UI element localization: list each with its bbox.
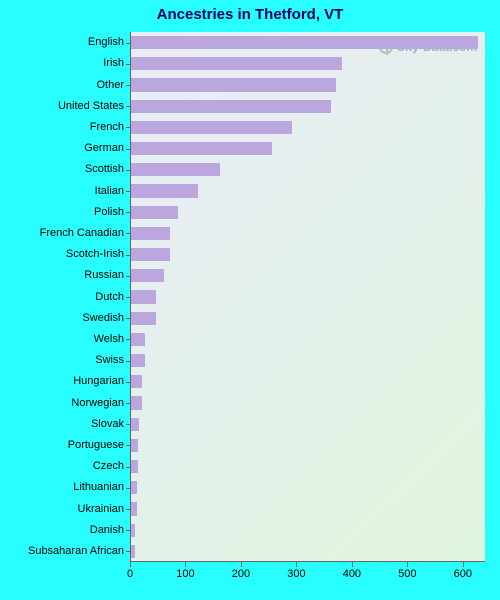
- bar: [131, 524, 135, 537]
- bar: [131, 100, 331, 113]
- y-axis-label: Dutch: [0, 291, 124, 303]
- y-tick: [126, 530, 130, 531]
- y-tick: [126, 127, 130, 128]
- bar: [131, 78, 336, 91]
- x-tick: [296, 562, 297, 567]
- y-axis-label: Portuguese: [0, 439, 124, 451]
- y-axis-label: French: [0, 121, 124, 133]
- x-axis-label: 100: [176, 568, 194, 580]
- bar: [131, 290, 156, 303]
- y-tick: [126, 339, 130, 340]
- x-axis-label: 500: [398, 568, 416, 580]
- y-tick: [126, 64, 130, 65]
- y-axis-label: Other: [0, 79, 124, 91]
- y-tick: [126, 318, 130, 319]
- bar: [131, 121, 292, 134]
- bar: [131, 545, 135, 558]
- x-tick: [241, 562, 242, 567]
- y-axis-label: Irish: [0, 57, 124, 69]
- y-tick: [126, 255, 130, 256]
- y-axis-label: Hungarian: [0, 375, 124, 387]
- y-tick: [126, 467, 130, 468]
- bar: [131, 418, 139, 431]
- chart-title: Ancestries in Thetford, VT: [0, 6, 500, 23]
- y-tick: [126, 424, 130, 425]
- bar: [131, 57, 342, 70]
- y-axis-label: United States: [0, 100, 124, 112]
- y-tick: [126, 361, 130, 362]
- bar: [131, 460, 138, 473]
- y-axis-label: Swiss: [0, 354, 124, 366]
- x-axis-label: 200: [232, 568, 250, 580]
- y-axis-label: Swedish: [0, 312, 124, 324]
- bar: [131, 36, 478, 49]
- bar: [131, 312, 156, 325]
- y-tick: [126, 509, 130, 510]
- x-tick: [185, 562, 186, 567]
- y-tick: [126, 276, 130, 277]
- y-axis-label: Welsh: [0, 333, 124, 345]
- y-tick: [126, 85, 130, 86]
- x-axis-label: 0: [127, 568, 133, 580]
- plot-area: City-Data.com: [130, 32, 485, 562]
- y-tick: [126, 233, 130, 234]
- x-tick: [463, 562, 464, 567]
- bar: [131, 227, 170, 240]
- y-axis-label: Lithuanian: [0, 481, 124, 493]
- bar: [131, 248, 170, 261]
- y-axis-label: Subsaharan African: [0, 545, 124, 557]
- page-root: Ancestries in Thetford, VT City-Data.com…: [0, 0, 500, 600]
- y-axis-label: Scotch-Irish: [0, 248, 124, 260]
- bar: [131, 396, 142, 409]
- y-tick: [126, 43, 130, 44]
- bar: [131, 163, 220, 176]
- x-axis-label: 400: [343, 568, 361, 580]
- x-tick: [407, 562, 408, 567]
- y-axis-label: Italian: [0, 185, 124, 197]
- y-axis-label: Ukrainian: [0, 503, 124, 515]
- bar: [131, 269, 164, 282]
- x-axis-label: 600: [454, 568, 472, 580]
- bar: [131, 333, 145, 346]
- y-axis-label: Scottish: [0, 163, 124, 175]
- y-axis-label: Norwegian: [0, 397, 124, 409]
- y-axis-label: Slovak: [0, 418, 124, 430]
- y-axis-label: French Canadian: [0, 227, 124, 239]
- y-axis-label: Danish: [0, 524, 124, 536]
- y-tick: [126, 488, 130, 489]
- y-tick: [126, 106, 130, 107]
- y-axis-label: Polish: [0, 206, 124, 218]
- bar: [131, 375, 142, 388]
- y-axis-label: Russian: [0, 269, 124, 281]
- y-tick: [126, 170, 130, 171]
- y-tick: [126, 149, 130, 150]
- y-tick: [126, 445, 130, 446]
- bar: [131, 481, 137, 494]
- bar: [131, 439, 138, 452]
- y-tick: [126, 403, 130, 404]
- bar: [131, 142, 272, 155]
- y-axis-label: Czech: [0, 460, 124, 472]
- x-axis-label: 300: [287, 568, 305, 580]
- x-tick: [352, 562, 353, 567]
- y-tick: [126, 297, 130, 298]
- y-axis-label: English: [0, 36, 124, 48]
- bar: [131, 354, 145, 367]
- y-tick: [126, 382, 130, 383]
- bar: [131, 184, 198, 197]
- y-tick: [126, 551, 130, 552]
- y-axis-label: German: [0, 142, 124, 154]
- bar: [131, 502, 137, 515]
- x-tick: [130, 562, 131, 567]
- bar: [131, 206, 178, 219]
- y-tick: [126, 191, 130, 192]
- y-tick: [126, 212, 130, 213]
